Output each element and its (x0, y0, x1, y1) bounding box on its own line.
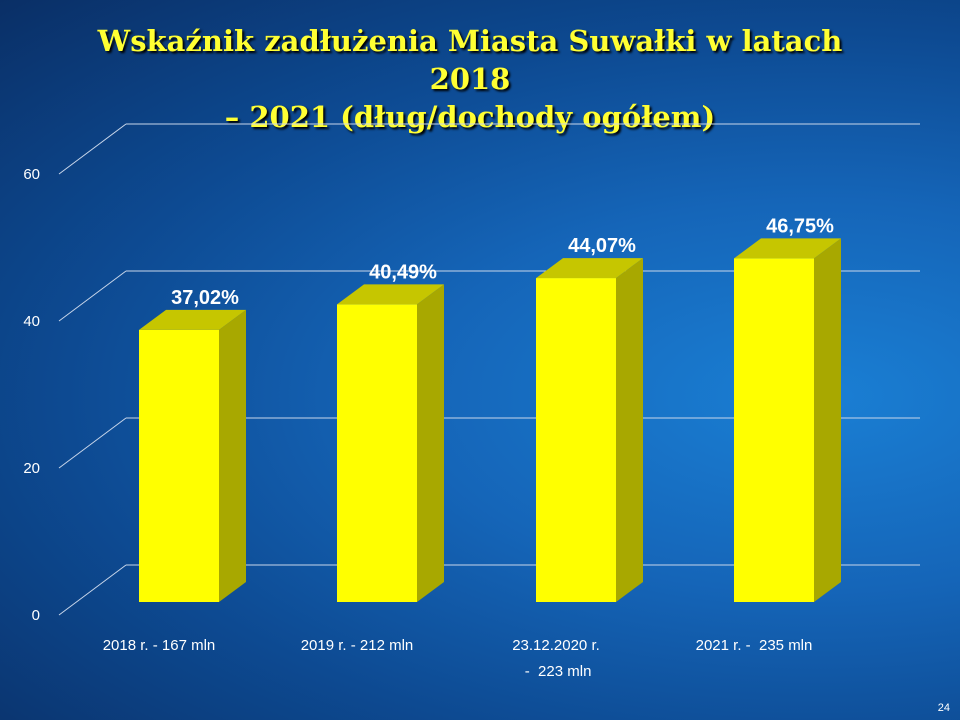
chart-title-line-1: Wskaźnik zadłużenia Miasta Suwałki w lat… (97, 24, 843, 96)
chart-title-line-2: – 2021 (dług/dochody ogółem) (224, 100, 716, 134)
bar-2 (536, 278, 616, 602)
bar-1 (337, 304, 417, 602)
y-tick-label-0: 0 (32, 607, 40, 624)
x-tick-label-3: 2021 r. - 235 mln (696, 637, 813, 654)
data-label-0: 37,02% (171, 287, 239, 309)
y-tick-label-1: 20 (23, 460, 40, 477)
data-label-1: 40,49% (369, 261, 437, 283)
bar-top-3 (734, 238, 841, 259)
data-label-2: 44,07% (568, 235, 636, 257)
bar-top-2 (536, 258, 643, 279)
gridline-diagonal-1 (58, 417, 127, 469)
bar-side-3 (814, 238, 841, 602)
y-tick-label-3: 60 (23, 166, 40, 183)
x-tick-label-1: 2019 r. - 212 mln (301, 637, 414, 654)
bar-top-1 (337, 284, 444, 305)
bar-3 (734, 258, 814, 602)
data-label-3: 46,75% (766, 215, 834, 237)
y-tick-label-2: 40 (23, 313, 40, 330)
bar-side-2 (616, 258, 643, 602)
bar-side-1 (417, 284, 444, 602)
gridline-diagonal-2 (58, 270, 127, 322)
x-tick-label-0: 2018 r. - 167 mln (103, 637, 216, 654)
bar-side-0 (219, 309, 246, 602)
slide-number: 24 (937, 702, 950, 714)
bar-top-0 (139, 309, 246, 330)
x-tick-label-2-line-0: 23.12.2020 r. (512, 637, 600, 654)
gridline-diagonal-3 (58, 123, 127, 175)
x-tick-label-2-line-1: - 223 mln (521, 663, 592, 680)
bar-0 (139, 329, 219, 602)
chart-title: Wskaźnik zadłużenia Miasta Suwałki w lat… (60, 22, 880, 136)
gridline-diagonal-0 (58, 564, 127, 616)
